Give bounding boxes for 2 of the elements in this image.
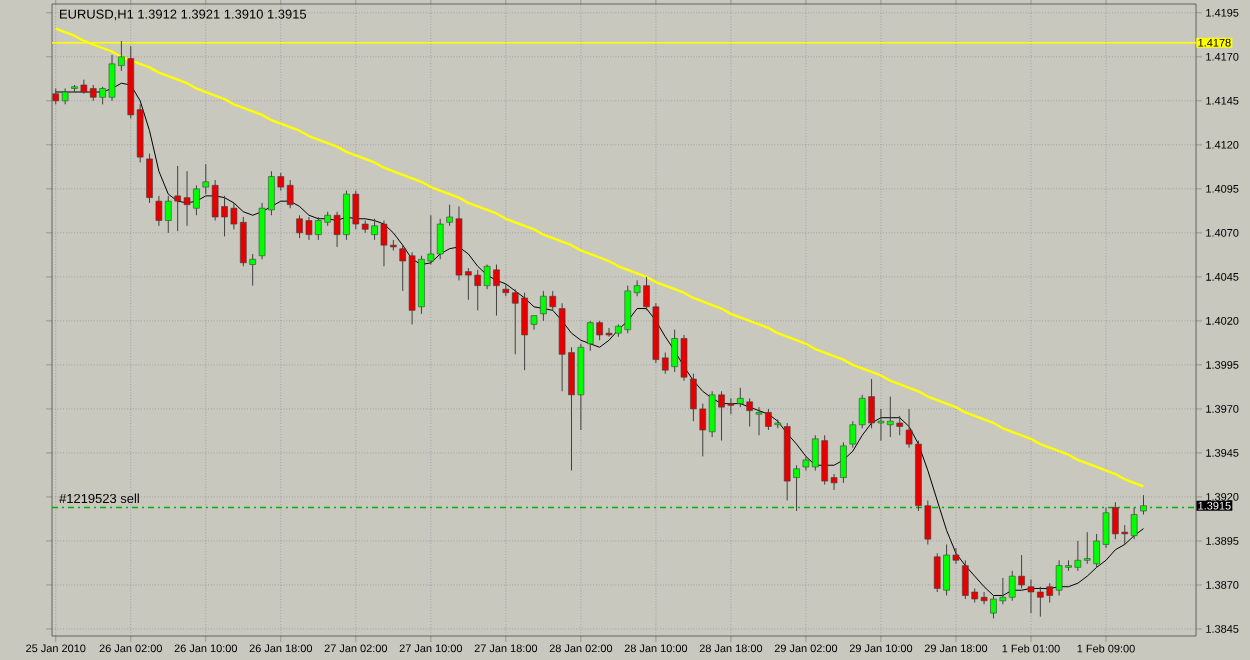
candlestick: [146, 153, 153, 204]
candlestick: [1140, 494, 1147, 516]
